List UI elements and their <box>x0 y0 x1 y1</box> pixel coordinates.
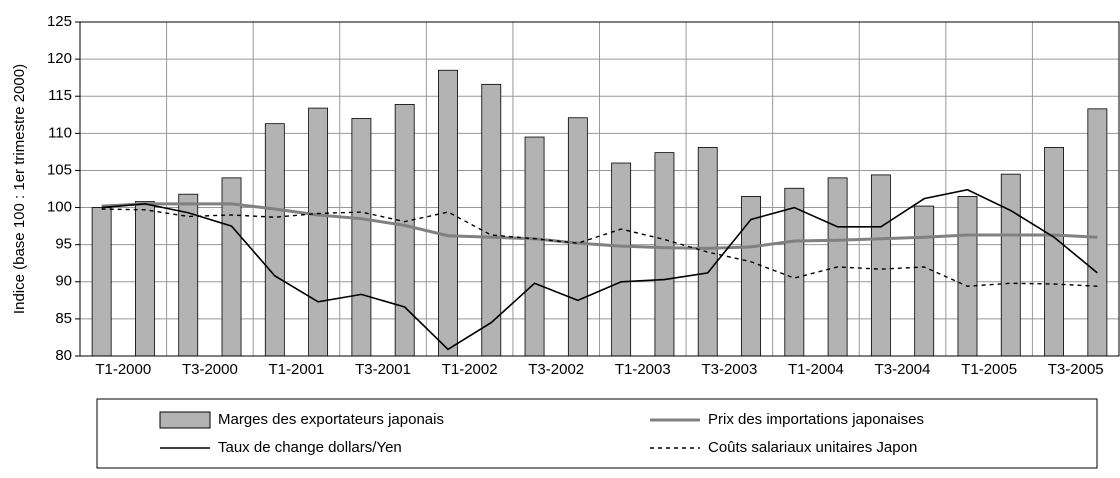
plot-border <box>79 21 1120 357</box>
bar <box>178 193 199 357</box>
line <box>101 188 1098 351</box>
bar <box>524 136 545 357</box>
y-tick-label: 100 <box>47 199 72 216</box>
y-tick-label: 115 <box>48 87 72 104</box>
bar <box>957 196 978 357</box>
bar <box>1087 108 1108 357</box>
x-tick-label: T3-2005 <box>1048 361 1104 378</box>
legend-label: Marges des exportateurs japonais <box>218 411 444 428</box>
y-axis-label: Indice (base 100 : 1er trimestre 2000) <box>11 64 28 314</box>
y-tick-label: 125 <box>47 13 72 30</box>
legend-label: Coûts salariaux unitaires Japon <box>708 439 917 456</box>
bar <box>914 205 935 357</box>
bar <box>91 207 112 357</box>
y-tick-label: 105 <box>47 161 72 178</box>
x-tick-label: T1-2000 <box>95 361 151 378</box>
legend-label: Taux de change dollars/Yen <box>218 439 402 456</box>
y-tick-label: 95 <box>55 236 72 253</box>
y-tick-label: 90 <box>55 273 72 290</box>
bar <box>870 174 891 357</box>
bar <box>308 107 329 357</box>
line <box>101 202 1098 250</box>
line <box>101 208 1098 287</box>
y-tick-label: 120 <box>47 50 72 67</box>
bar <box>438 69 458 357</box>
x-tick-label: T1-2004 <box>788 361 844 378</box>
bar <box>135 201 155 357</box>
legend-box <box>96 398 1098 469</box>
y-tick-label: 110 <box>48 124 72 141</box>
x-tick-label: T3-2004 <box>875 361 931 378</box>
bar <box>611 162 632 357</box>
x-tick-label: T1-2005 <box>961 361 1017 378</box>
legend-swatch <box>159 411 211 429</box>
y-tick-label: 80 <box>55 347 72 364</box>
bar <box>697 147 718 357</box>
x-tick-label: T3-2002 <box>528 361 584 378</box>
bar <box>481 83 502 357</box>
bar <box>351 118 372 357</box>
bar <box>264 123 285 357</box>
bar <box>394 103 415 357</box>
x-tick-label: T1-2002 <box>442 361 498 378</box>
bar <box>654 152 675 357</box>
bar <box>1000 173 1021 357</box>
x-tick-label: T1-2001 <box>269 361 325 378</box>
x-tick-label: T3-2001 <box>355 361 411 378</box>
x-tick-label: T3-2003 <box>701 361 757 378</box>
bar <box>567 117 588 357</box>
bar <box>1044 147 1064 357</box>
y-tick-label: 85 <box>55 310 72 327</box>
x-tick-label: T1-2003 <box>615 361 671 378</box>
legend-label: Prix des importations japonaises <box>708 411 924 428</box>
x-tick-label: T3-2000 <box>182 361 238 378</box>
bar <box>784 187 805 357</box>
